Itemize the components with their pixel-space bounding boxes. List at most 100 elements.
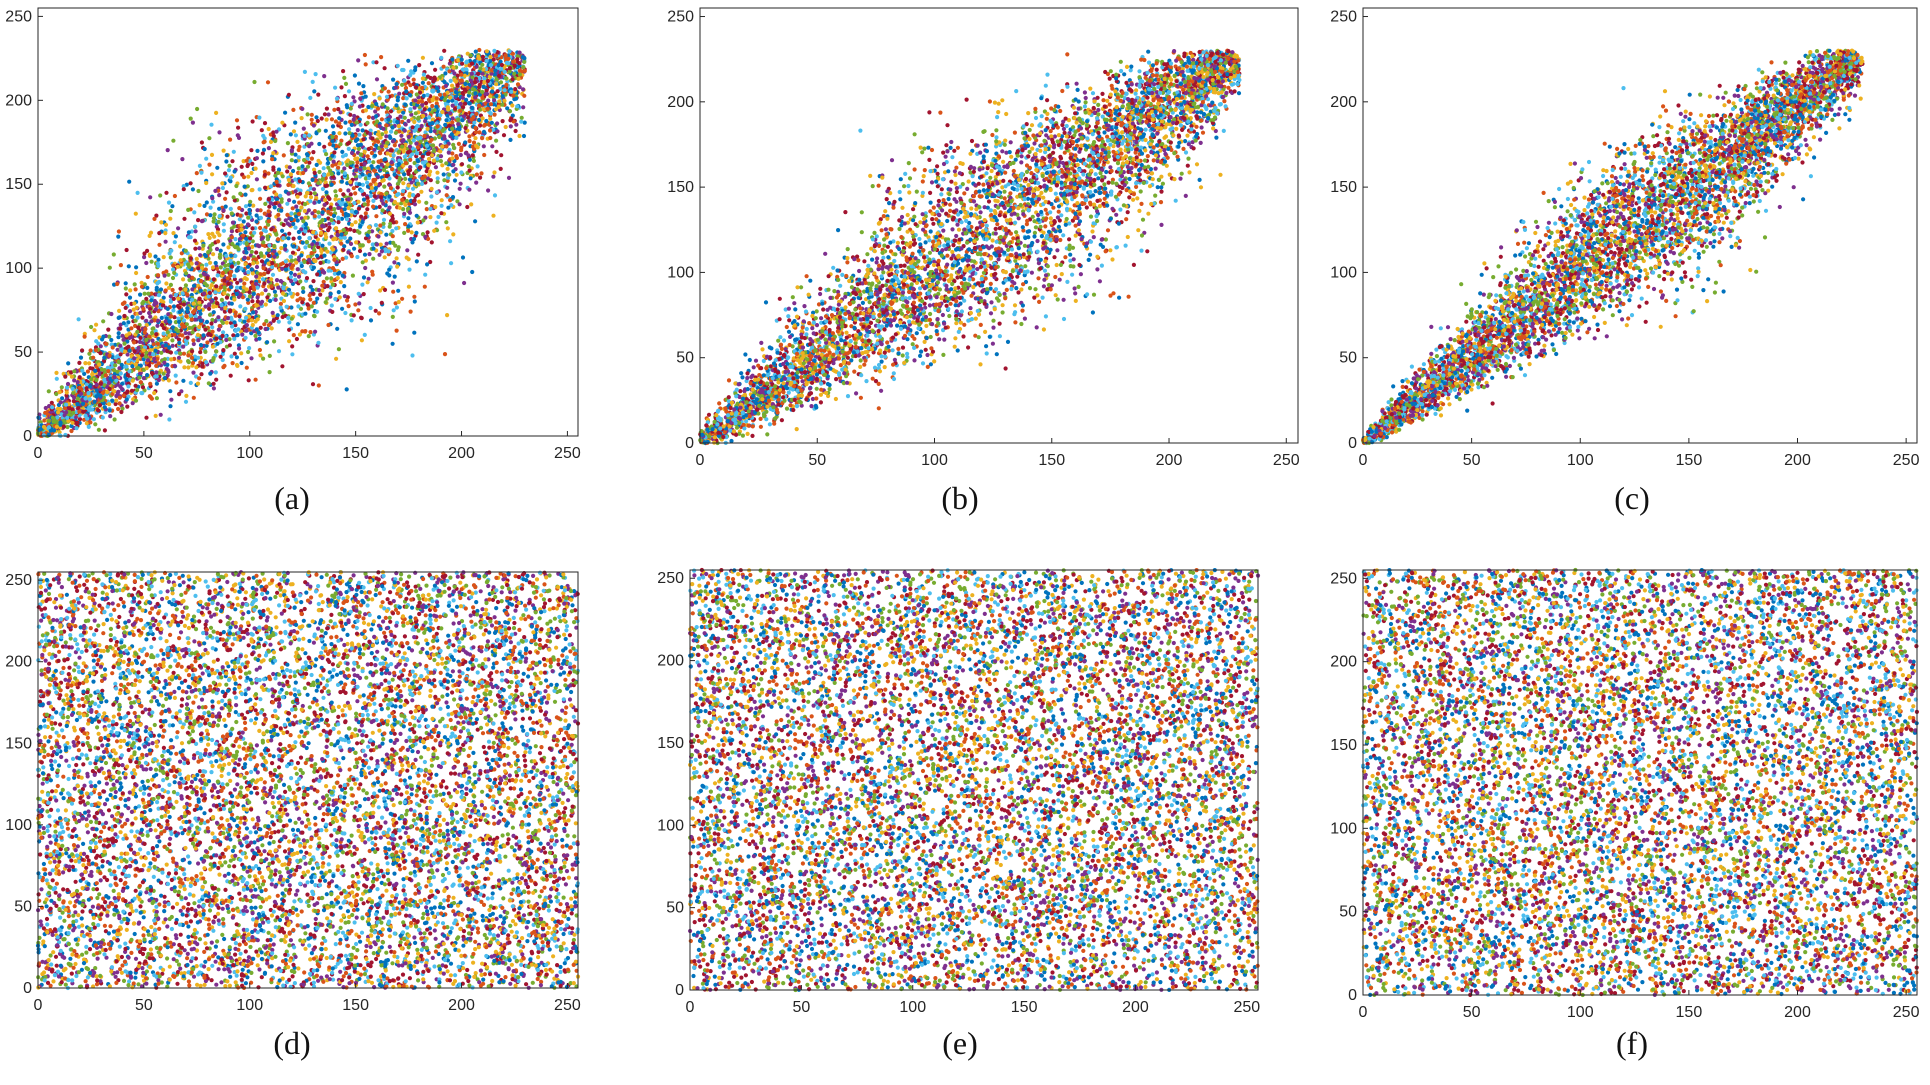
- scatter-point: [382, 218, 386, 222]
- scatter-point: [146, 292, 150, 296]
- scatter-point: [220, 307, 224, 311]
- scatter-point: [442, 172, 446, 176]
- scatter-point: [363, 150, 367, 154]
- scatter-point: [416, 253, 420, 257]
- scatter-point: [260, 259, 264, 263]
- scatter-point: [466, 153, 470, 157]
- scatter-point: [420, 124, 424, 128]
- scatter-point: [431, 144, 435, 148]
- scatter-point: [337, 290, 341, 294]
- scatter-point: [474, 50, 478, 54]
- scatter-point: [44, 406, 48, 410]
- scatter-point: [357, 301, 361, 305]
- scatter-point: [210, 325, 214, 329]
- scatter-point: [301, 219, 305, 223]
- scatter-point: [421, 218, 425, 222]
- scatter-point: [446, 167, 450, 171]
- scatter-point: [168, 404, 172, 408]
- scatter-point: [275, 180, 279, 184]
- scatter-point: [392, 220, 396, 224]
- scatter-point: [66, 382, 70, 386]
- scatter-point: [336, 206, 340, 210]
- scatter-point: [220, 298, 224, 302]
- scatter-point: [199, 343, 203, 347]
- scatter-point: [139, 380, 143, 384]
- scatter-point: [421, 76, 425, 80]
- scatter-point: [290, 352, 294, 356]
- scatter-point: [352, 313, 356, 317]
- scatter-point: [272, 319, 276, 323]
- scatter-point: [327, 226, 331, 230]
- scatter-point: [370, 270, 374, 274]
- scatter-point: [493, 193, 497, 197]
- scatter-point: [327, 222, 331, 226]
- scatter-point: [169, 398, 173, 402]
- scatter-point: [446, 226, 450, 230]
- scatter-point: [407, 257, 411, 261]
- scatter-point: [181, 379, 185, 383]
- scatter-point: [438, 93, 442, 97]
- scatter-point: [357, 82, 361, 86]
- scatter-point: [385, 141, 389, 145]
- scatter-point: [173, 364, 177, 368]
- scatter-point: [313, 330, 317, 334]
- scatter-point: [267, 127, 271, 131]
- scatter-point: [316, 119, 320, 123]
- scatter-point: [341, 274, 345, 278]
- scatter-point: [304, 222, 308, 226]
- scatter-point: [344, 153, 348, 157]
- scatter-point: [150, 260, 154, 264]
- scatter-point: [411, 187, 415, 191]
- scatter-point: [494, 107, 498, 111]
- scatter-point: [234, 184, 238, 188]
- scatter-point: [211, 265, 215, 269]
- scatter-point: [160, 316, 164, 320]
- scatter-point: [92, 328, 96, 332]
- scatter-point: [215, 166, 219, 170]
- scatter-point: [300, 116, 304, 120]
- scatter-point: [371, 160, 375, 164]
- scatter-point: [339, 280, 343, 284]
- scatter-point: [343, 236, 347, 240]
- scatter-point: [125, 405, 129, 409]
- scatter-point: [213, 290, 217, 294]
- scatter-point: [122, 314, 126, 318]
- scatter-point: [461, 96, 465, 100]
- scatter-point: [522, 134, 526, 138]
- scatter-point: [218, 256, 222, 260]
- scatter-point: [365, 181, 369, 185]
- scatter-point: [490, 89, 494, 93]
- scatter-point: [134, 399, 138, 403]
- scatter-point: [237, 206, 241, 210]
- scatter-point: [278, 194, 282, 198]
- scatter-point: [346, 213, 350, 217]
- scatter-point: [250, 267, 254, 271]
- scatter-point: [321, 177, 325, 181]
- scatter-point: [445, 193, 449, 197]
- scatter-point: [254, 250, 258, 254]
- scatter-point: [400, 83, 404, 87]
- scatter-point: [106, 328, 110, 332]
- scatter-point: [332, 108, 336, 112]
- scatter-point: [495, 129, 499, 133]
- scatter-point: [214, 111, 218, 115]
- scatter-point: [286, 141, 290, 145]
- scatter-point: [427, 81, 431, 85]
- scatter-point: [356, 200, 360, 204]
- scatter-point: [177, 341, 181, 345]
- scatter-point: [448, 111, 452, 115]
- scatter-point: [230, 264, 234, 268]
- scatter-point: [389, 109, 393, 113]
- scatter-point: [94, 323, 98, 327]
- scatter-point: [235, 292, 239, 296]
- scatter-point: [190, 349, 194, 353]
- scatter-point: [233, 352, 237, 356]
- scatter-point: [156, 273, 160, 277]
- scatter-point: [176, 226, 180, 230]
- scatter-point: [322, 280, 326, 284]
- scatter-point: [248, 294, 252, 298]
- scatter-point: [230, 159, 234, 163]
- scatter-point: [424, 201, 428, 205]
- scatter-point: [135, 330, 139, 334]
- scatter-point: [275, 278, 279, 282]
